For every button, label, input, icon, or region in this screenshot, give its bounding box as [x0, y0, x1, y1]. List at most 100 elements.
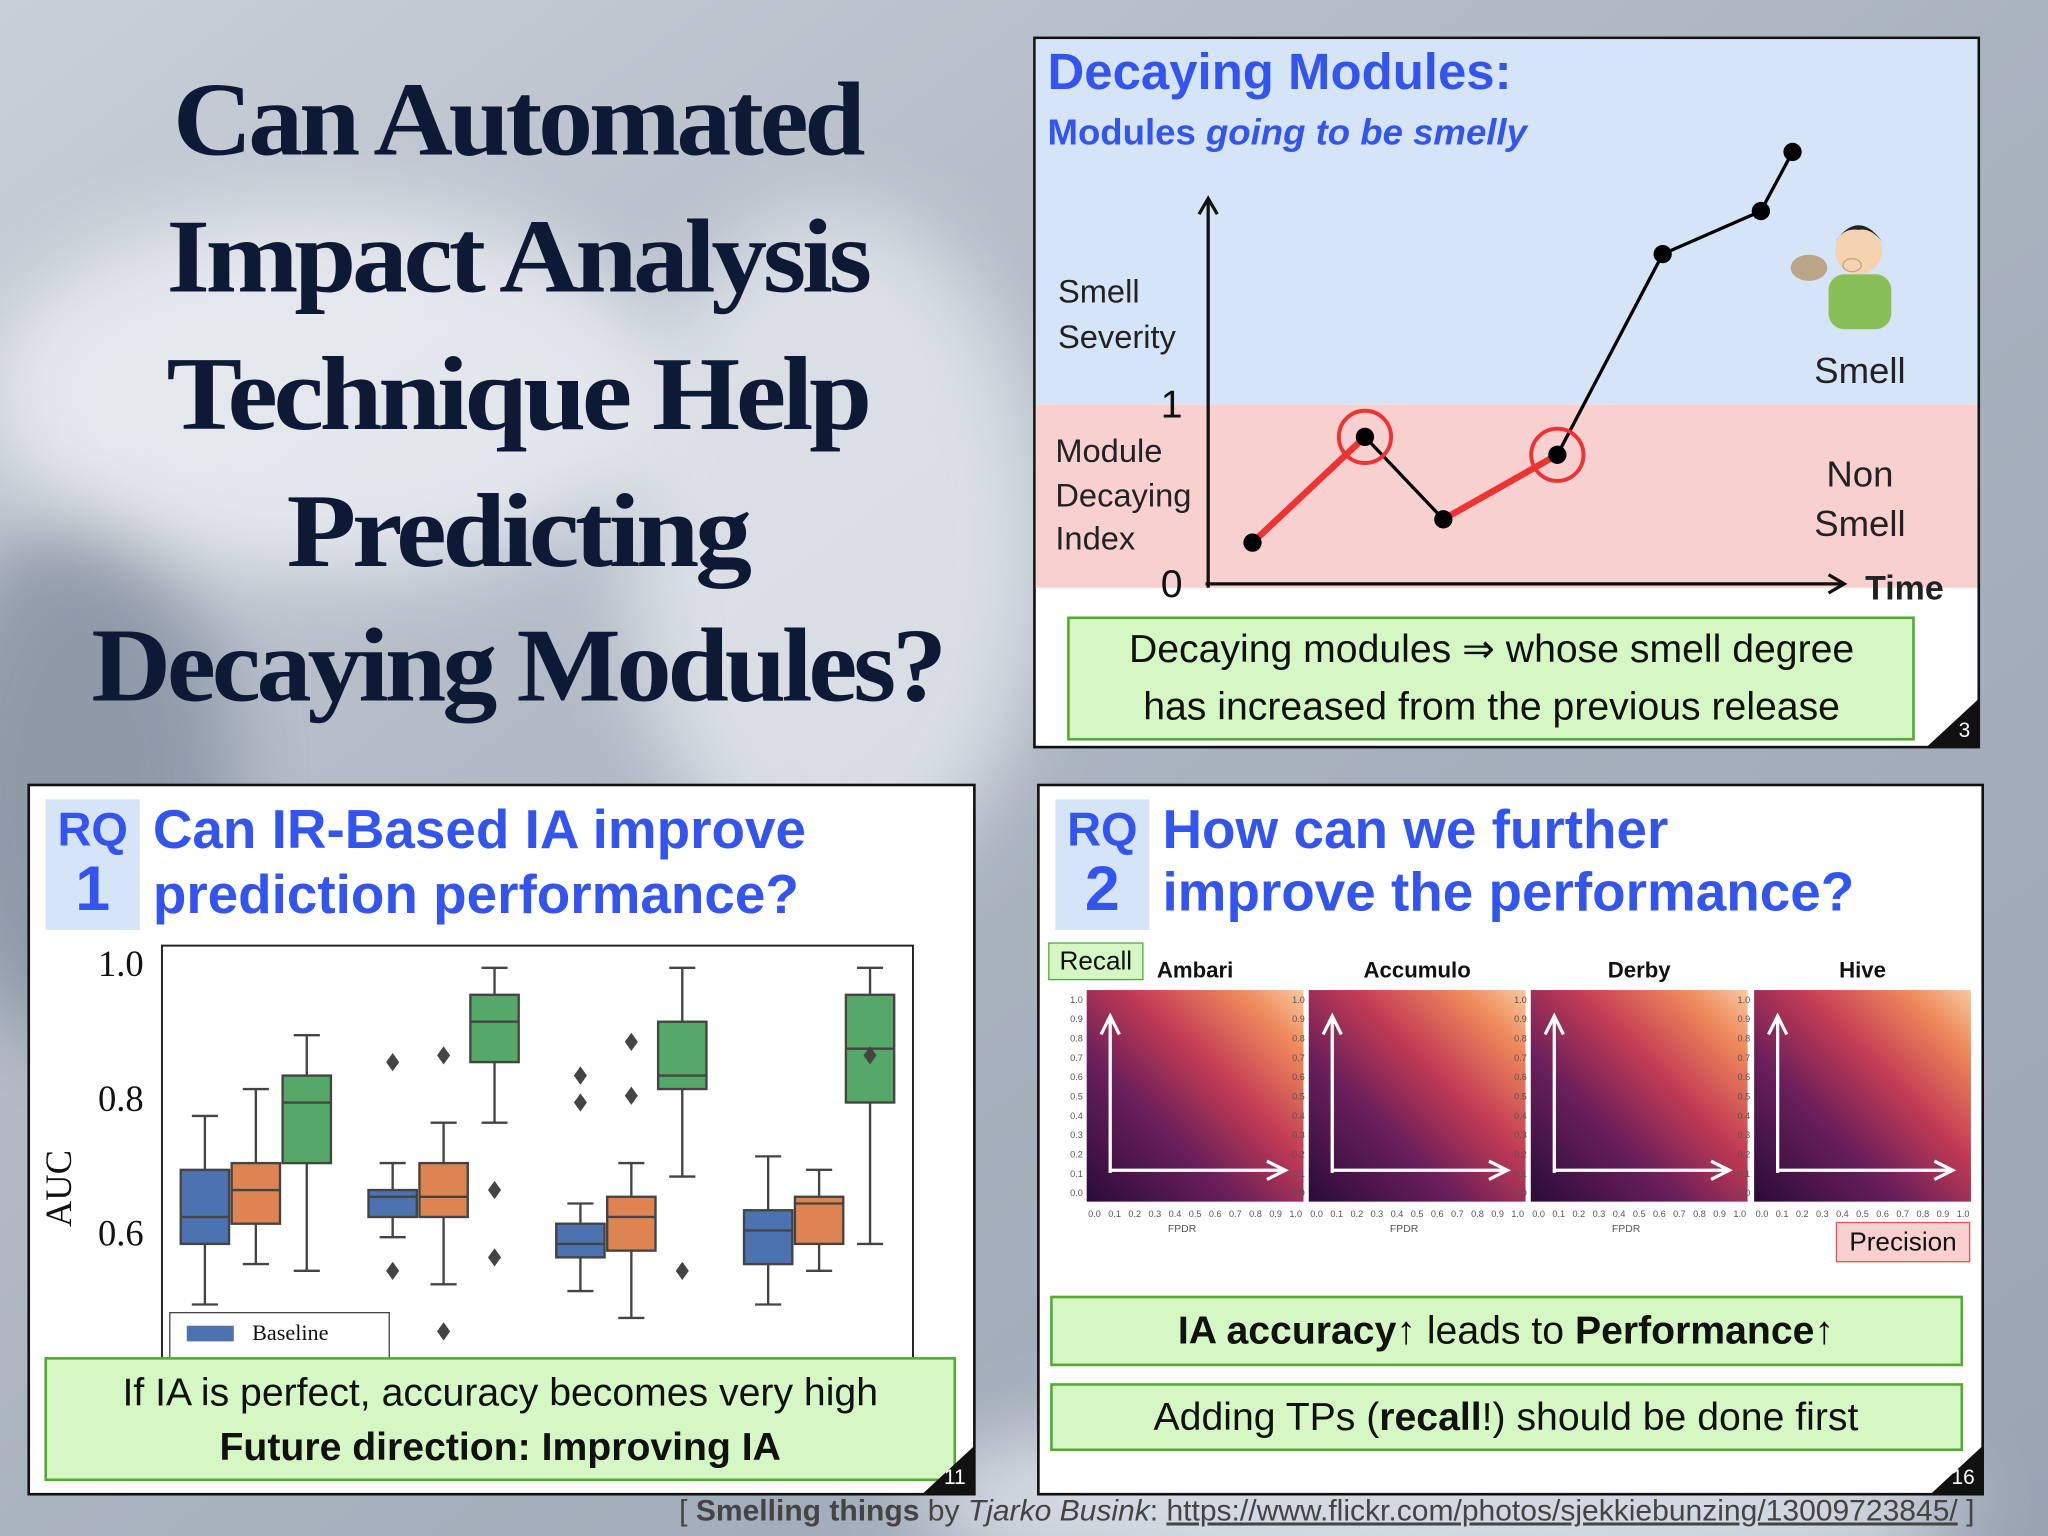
- data-point: [1783, 142, 1802, 162]
- heatmap-y-tick: 0.7: [1514, 1053, 1527, 1063]
- y-tick-label: 0.6: [98, 1213, 144, 1254]
- heatmap-x-tick: 0.2: [1572, 1209, 1585, 1219]
- heatmap-y-tick: 0.9: [1292, 1014, 1305, 1024]
- y-label: Severity: [1058, 318, 1177, 355]
- heatmap-y-tick: 0.8: [1514, 1034, 1527, 1044]
- y-label: Index: [1055, 519, 1135, 556]
- heatmap-y-tick: 0.3: [1292, 1130, 1305, 1140]
- heatmap-y-tick: 0.2: [1070, 1150, 1083, 1160]
- highlight-ring: [1336, 408, 1394, 465]
- heatmap-x-tick: 0.0: [1532, 1209, 1545, 1219]
- page-corner: [1926, 698, 1979, 748]
- heatmap-x-tick: 0.5: [1189, 1209, 1202, 1219]
- heatmap-y-tick: 1.0: [1738, 995, 1751, 1005]
- heatmap-x-tick: 0.0: [1756, 1209, 1769, 1219]
- heatmap-x-tick: 0.3: [1371, 1209, 1384, 1219]
- page-number: 11: [944, 1466, 966, 1489]
- heatmap-x-tick: 0.8: [1917, 1209, 1930, 1219]
- heatmap-x-tick: 0.8: [1693, 1209, 1706, 1219]
- trend-segment: [1441, 451, 1559, 523]
- data-point: [1548, 445, 1567, 464]
- heatmap-y-tick: 0.4: [1292, 1111, 1305, 1121]
- heatmap-y-tick: 0.7: [1292, 1053, 1305, 1063]
- heatmap-image: [1530, 990, 1748, 1202]
- box: [230, 1161, 282, 1225]
- note-line: Future direction: Improving IA: [220, 1426, 781, 1469]
- credit-part: Smelling things: [696, 1494, 920, 1527]
- heatmap-y-tick: 0.2: [1292, 1150, 1305, 1160]
- heatmap-y-tick: 0.2: [1738, 1150, 1751, 1160]
- box: [656, 1020, 708, 1091]
- heatmap-x-tick: 0.3: [1149, 1209, 1162, 1219]
- trend-segment: [1555, 253, 1665, 456]
- trend-segment: [1363, 435, 1445, 521]
- region-label: Smell: [1814, 503, 1905, 544]
- heatmap-x-tick: 0.6: [1209, 1209, 1222, 1219]
- heatmap-y-tick: 0.0: [1738, 1188, 1751, 1198]
- heatmap-y-tick: 0.4: [1514, 1111, 1527, 1121]
- heatmap-y-tick: 0.1: [1070, 1169, 1083, 1179]
- heatmap-x-tick: 0.3: [1816, 1209, 1829, 1219]
- heatmap-y-tick: 0.9: [1514, 1014, 1527, 1024]
- heatmap-x-tick: 0.9: [1269, 1209, 1282, 1219]
- photo-credit: [ Smelling things by Tjarko Busink: http…: [679, 1494, 1974, 1527]
- page-corner: [922, 1445, 975, 1495]
- heatmap-x-tick: 1.0: [1733, 1209, 1746, 1219]
- rq-number: 1: [75, 854, 110, 924]
- heatmap-x-tick: 0.0: [1310, 1209, 1323, 1219]
- heatmap-x-tick: 0.6: [1876, 1209, 1889, 1219]
- recall-label-box: [1048, 942, 1144, 981]
- data-point: [1355, 427, 1375, 447]
- heatmap-x-tick: 1.0: [1957, 1209, 1970, 1219]
- smelly-person-icon: [1790, 225, 1892, 330]
- heatmap-x-tick: 0.4: [1836, 1209, 1849, 1219]
- heatmap-y-tick: 0.8: [1070, 1034, 1083, 1044]
- page-number: 16: [1951, 1466, 1974, 1489]
- panel-decaying: Decaying Modules: Modules going to be sm…: [1033, 36, 1981, 749]
- title-line: Impact Analysis: [167, 199, 871, 315]
- fur-texture: [0, 208, 1960, 1536]
- subtitle-part: going to be smelly: [1205, 111, 1529, 152]
- y-label: Smell: [1058, 273, 1140, 310]
- outlier: [624, 1086, 638, 1105]
- x-label: Time: [1865, 569, 1944, 607]
- box: [742, 1209, 794, 1266]
- credit-part: ]: [1958, 1494, 1975, 1527]
- subtitle-part: Modules: [1048, 111, 1206, 152]
- heatmap-y-tick: 0.1: [1738, 1169, 1751, 1179]
- heatmap-x-tick: 0.6: [1653, 1209, 1666, 1219]
- heatmap-y-tick: 0.6: [1292, 1072, 1305, 1082]
- y-tick-label: 0: [1161, 563, 1183, 606]
- trend-segment: [1759, 151, 1794, 212]
- heatmap-axis-title: FPDR: [1612, 1224, 1641, 1235]
- credit-link[interactable]: https://www.flickr.com/photos/sjekkiebun…: [1166, 1494, 1958, 1527]
- heatmap-y-tick: 0.7: [1738, 1053, 1751, 1063]
- heatmap-x-tick: 0.9: [1937, 1209, 1950, 1219]
- rq-question: Can IR-Based IA improve: [153, 798, 806, 860]
- heatmap-y-tick: 0.4: [1070, 1111, 1083, 1121]
- box: [179, 1168, 231, 1246]
- heatmap-y-tick: 0.5: [1738, 1092, 1751, 1102]
- outlier: [624, 1032, 638, 1052]
- heatmap-x-tick: 0.8: [1249, 1209, 1262, 1219]
- heatmap-y-tick: 0.5: [1292, 1092, 1305, 1102]
- heatmap-x-tick: 0.2: [1128, 1209, 1141, 1219]
- note-box: [1050, 1383, 1964, 1452]
- heatmap-axis-title: FPDR: [1168, 1224, 1197, 1235]
- heatmap-x-tick: 0.9: [1491, 1209, 1504, 1219]
- region-label: Smell: [1814, 350, 1905, 391]
- highlight-ring: [1529, 426, 1586, 483]
- heatmap-y-tick: 0.3: [1738, 1130, 1751, 1140]
- y-tick-label: 0.8: [98, 1078, 144, 1119]
- heatmap-x-tick: 1.0: [1289, 1209, 1302, 1219]
- heatmap-x-tick: 0.9: [1713, 1209, 1726, 1219]
- heatmap-x-tick: 0.4: [1613, 1209, 1626, 1219]
- heatmap-y-tick: 0.5: [1514, 1092, 1527, 1102]
- title-line: Technique Help: [167, 336, 868, 452]
- heatmap-x-tick: 0.0: [1088, 1209, 1101, 1219]
- box: [367, 1188, 418, 1219]
- rq-label: RQ: [1067, 803, 1138, 856]
- note-part: !) should be done first: [1482, 1396, 1859, 1439]
- panel-title: Decaying Modules:: [1048, 43, 1512, 100]
- y-tick-label: 1: [1161, 384, 1183, 427]
